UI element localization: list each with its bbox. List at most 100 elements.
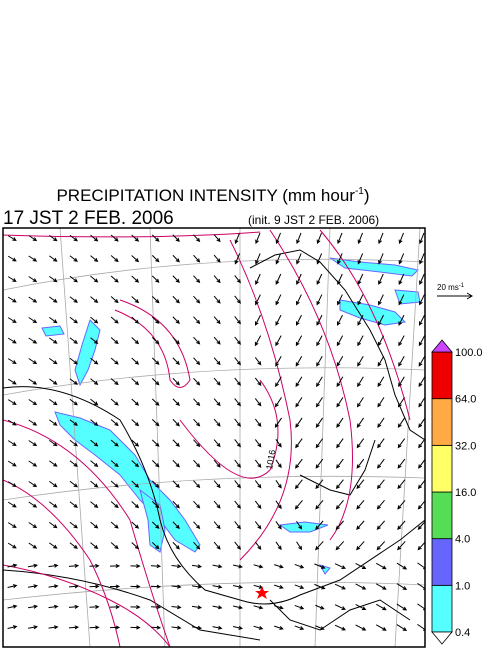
wind-arrow	[90, 255, 99, 263]
wind-arrow	[69, 378, 78, 385]
isobars	[3, 229, 411, 647]
wind-arrow	[110, 316, 119, 324]
wind-arrow	[255, 253, 261, 265]
wind-arrow	[193, 336, 201, 345]
wind-arrow	[151, 459, 160, 468]
wind-arrow	[356, 397, 364, 408]
wind-arrow	[172, 234, 180, 243]
wind-arrow	[193, 234, 201, 243]
wind-arrow	[315, 479, 324, 490]
wind-arrow	[234, 275, 241, 284]
wind-arrow	[337, 253, 343, 265]
wind-arrow	[27, 563, 39, 568]
map: 1016	[3, 228, 425, 647]
wind-arrow	[28, 317, 38, 324]
wind-arrow	[396, 583, 408, 591]
wind-arrow	[396, 624, 408, 632]
wind-arrow	[377, 335, 385, 347]
wind-arrow	[7, 255, 17, 262]
wind-arrow	[254, 377, 262, 386]
wind-arrow	[7, 604, 18, 609]
wind-arrow	[295, 417, 303, 428]
wind-arrow	[234, 439, 241, 448]
wind-arrow	[191, 625, 203, 630]
wind-arrow	[275, 253, 282, 265]
wind-arrow	[397, 458, 406, 469]
title-main: PRECIPITATION INTENSITY (mm hour	[56, 186, 355, 205]
wind-arrow	[49, 419, 58, 426]
wind-arrow	[274, 625, 284, 630]
wind-arrow	[274, 397, 282, 408]
valid-time: 17 JST 2 FEB. 2006	[3, 208, 174, 229]
wind-arrow	[419, 253, 425, 265]
wind-arrow	[7, 399, 17, 405]
wind-arrow	[89, 625, 100, 630]
wind-arrow	[28, 235, 38, 242]
wind-arrow	[28, 460, 38, 467]
wind-arrow	[130, 605, 141, 610]
wind-arrow	[48, 563, 59, 568]
wind-arrow	[213, 459, 221, 468]
wind-arrow	[398, 355, 405, 367]
wind-arrow	[419, 294, 425, 306]
wind-arrow	[336, 376, 344, 388]
wind-arrow	[377, 438, 385, 449]
wind-arrow	[296, 253, 302, 265]
wind-arrow	[131, 439, 140, 447]
wind-arrow	[28, 358, 38, 365]
wind-arrow	[193, 418, 201, 427]
wind-arrow	[234, 500, 241, 509]
wind-arrow	[377, 458, 385, 469]
wind-arrow	[69, 255, 78, 262]
wind-arrow	[110, 501, 119, 509]
wind-arrow	[130, 584, 141, 589]
colorbar-label: 16.0	[455, 487, 476, 499]
wind-arrow	[151, 500, 160, 509]
wind-arrow	[294, 584, 305, 589]
wind-arrow	[397, 541, 406, 551]
wind-arrow	[28, 501, 38, 508]
reference-vector-exponent: -1	[459, 283, 465, 289]
wind-arrow	[377, 355, 385, 367]
wind-arrow	[191, 584, 203, 589]
wind-arrow	[213, 275, 221, 284]
wind-arrow	[89, 563, 100, 568]
wind-arrow	[419, 273, 425, 286]
wind-arrow	[315, 397, 323, 408]
wind-arrow	[234, 295, 241, 304]
wind-arrow	[275, 541, 282, 551]
wind-arrow	[90, 480, 99, 488]
wind-arrow	[69, 419, 78, 426]
lat-lon-grid	[3, 228, 425, 647]
wind-arrow	[316, 232, 322, 245]
wind-arrow	[49, 255, 58, 262]
wind-arrow	[376, 499, 385, 510]
wind-arrow	[69, 398, 78, 406]
wind-arrow	[69, 357, 78, 365]
wind-arrow	[172, 541, 180, 550]
wind-arrow	[151, 275, 160, 283]
wind-arrow	[131, 501, 140, 509]
wind-arrow	[336, 314, 343, 326]
colorbar-label: 0.4	[455, 627, 470, 639]
wind-arrow	[193, 254, 201, 263]
wind-arrow	[193, 275, 201, 284]
wind-arrow	[49, 501, 58, 508]
wind-arrow	[233, 605, 243, 610]
wind-arrow	[49, 398, 58, 406]
wind-arrow	[49, 234, 58, 242]
wind-arrow	[151, 439, 160, 447]
wind-arrow	[7, 481, 17, 487]
wind-arrow	[398, 335, 405, 347]
wind-arrow	[233, 584, 243, 589]
wind-arrow	[193, 295, 201, 304]
wind-arrow	[131, 337, 140, 345]
colorbar-segment	[431, 538, 453, 586]
colorbar-segment	[431, 584, 453, 633]
wind-arrow	[274, 417, 283, 428]
wind-arrow	[110, 378, 119, 386]
wind-arrow	[151, 377, 160, 386]
wind-arrow	[69, 542, 78, 549]
wind-arrow	[378, 253, 384, 265]
wind-arrow	[254, 418, 262, 427]
